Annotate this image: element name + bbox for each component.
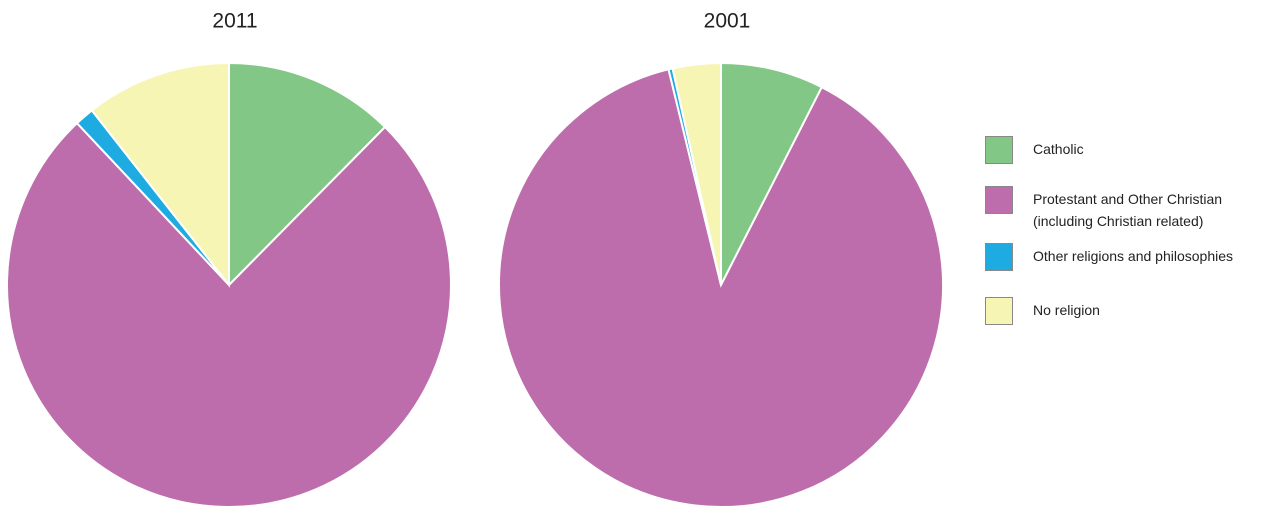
legend-swatch: [985, 243, 1013, 271]
legend-swatch: [985, 136, 1013, 164]
legend-item: Protestant and Other Christian (includin…: [985, 186, 1275, 232]
legend-swatch: [985, 297, 1013, 325]
legend-item: No religion: [985, 297, 1275, 325]
legend-item: Catholic: [985, 136, 1275, 164]
legend-label: Other religions and philosophies: [1033, 248, 1234, 264]
chart-title: 2011: [212, 10, 257, 33]
pie-slice: [720, 61, 824, 286]
legend-label: No religion: [1033, 302, 1100, 318]
pie-slice: [671, 61, 722, 286]
charts: 2011 2001: [6, 10, 944, 507]
pie-slice: [498, 68, 944, 507]
legend-label: Catholic: [1033, 141, 1084, 157]
legend-label: Protestant and Other Christian (includin…: [1033, 191, 1223, 229]
pie-slice: [90, 61, 230, 288]
chart-title: 2001: [704, 10, 751, 33]
pie-slice: [228, 61, 387, 288]
legend-item: Other religions and philosophies: [985, 243, 1275, 271]
legend-swatch: [985, 186, 1013, 214]
